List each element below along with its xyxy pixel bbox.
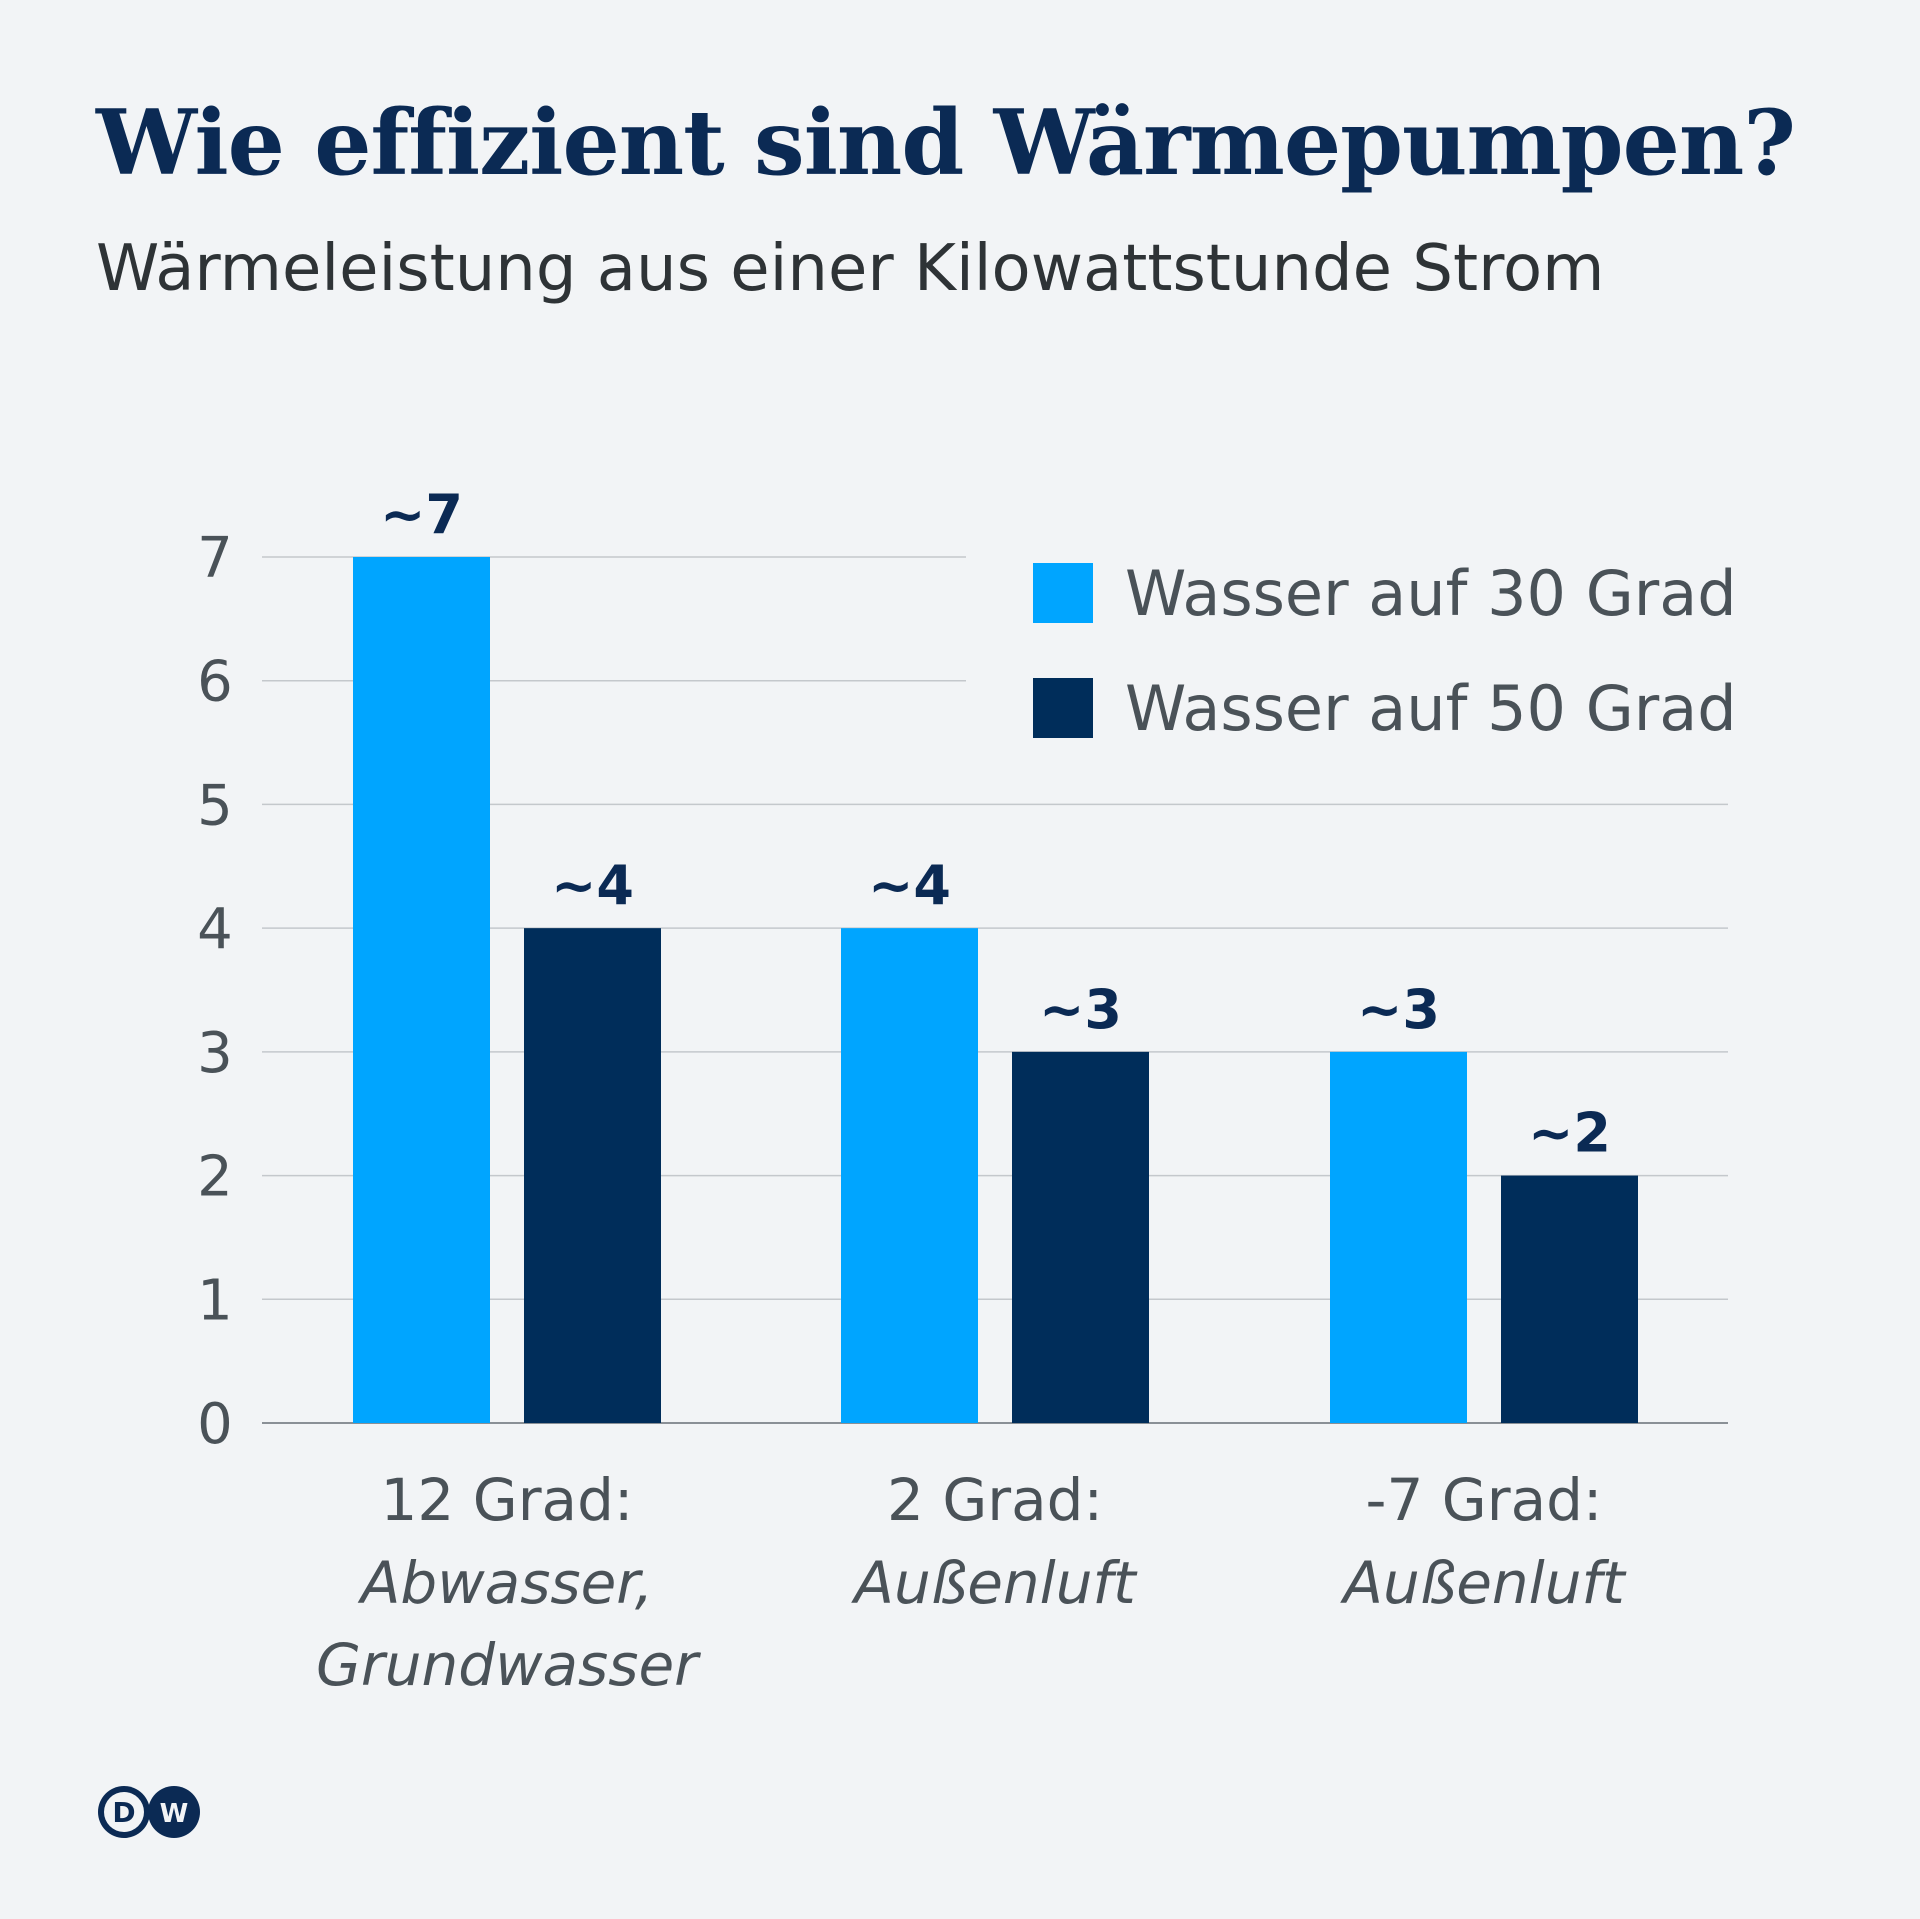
legend-swatch bbox=[1033, 563, 1093, 623]
bar-chart: 0 1 2 3 4 5 6 7 ~7 ~4 12 Grad: Abwasser, Grundwasser… bbox=[197, 483, 1737, 1699]
y-tick-label: 3 bbox=[197, 1021, 233, 1086]
category-label: 12 Grad: bbox=[381, 1466, 634, 1534]
legend-label: Wasser auf 50 Grad bbox=[1125, 672, 1737, 745]
bar bbox=[841, 928, 978, 1423]
category-sublabel: Grundwasser bbox=[316, 1631, 701, 1699]
y-tick-label: 1 bbox=[197, 1268, 233, 1333]
svg-text:W: W bbox=[160, 1799, 189, 1829]
bar bbox=[353, 557, 490, 1423]
y-tick-label: 2 bbox=[197, 1145, 233, 1210]
legend-swatch bbox=[1033, 678, 1093, 738]
bar-value-label: ~3 bbox=[1039, 978, 1122, 1041]
y-tick-label: 6 bbox=[197, 650, 233, 715]
y-tick-label: 0 bbox=[197, 1392, 233, 1457]
bar-value-label: ~7 bbox=[380, 483, 463, 546]
category-sublabel: Außenluft bbox=[1339, 1549, 1627, 1617]
svg-text:D: D bbox=[112, 1796, 135, 1829]
chart-subtitle: Wärmeleistung aus einer Kilowattstunde S… bbox=[96, 232, 1605, 306]
bar bbox=[1012, 1051, 1149, 1423]
category-sublabel: Außenluft bbox=[850, 1549, 1138, 1617]
category-label: 2 Grad: bbox=[887, 1466, 1103, 1534]
bar-value-label: ~2 bbox=[1528, 1102, 1611, 1165]
bar bbox=[1501, 1175, 1638, 1423]
y-tick-label: 4 bbox=[197, 897, 233, 962]
bar bbox=[524, 928, 661, 1423]
bar-value-label: ~3 bbox=[1357, 978, 1440, 1041]
chart-title: Wie effizient sind Wärmepumpen? bbox=[96, 90, 1796, 196]
y-tick-label: 5 bbox=[197, 773, 233, 838]
category-sublabel: Abwasser, bbox=[357, 1549, 654, 1617]
bar bbox=[1330, 1051, 1467, 1423]
y-tick-label: 7 bbox=[197, 526, 233, 591]
bar-value-label: ~4 bbox=[868, 854, 951, 917]
legend-label: Wasser auf 30 Grad bbox=[1125, 557, 1737, 630]
category-label: -7 Grad: bbox=[1366, 1466, 1603, 1534]
bar-value-label: ~4 bbox=[551, 854, 634, 917]
dw-logo: D W bbox=[98, 1786, 200, 1838]
